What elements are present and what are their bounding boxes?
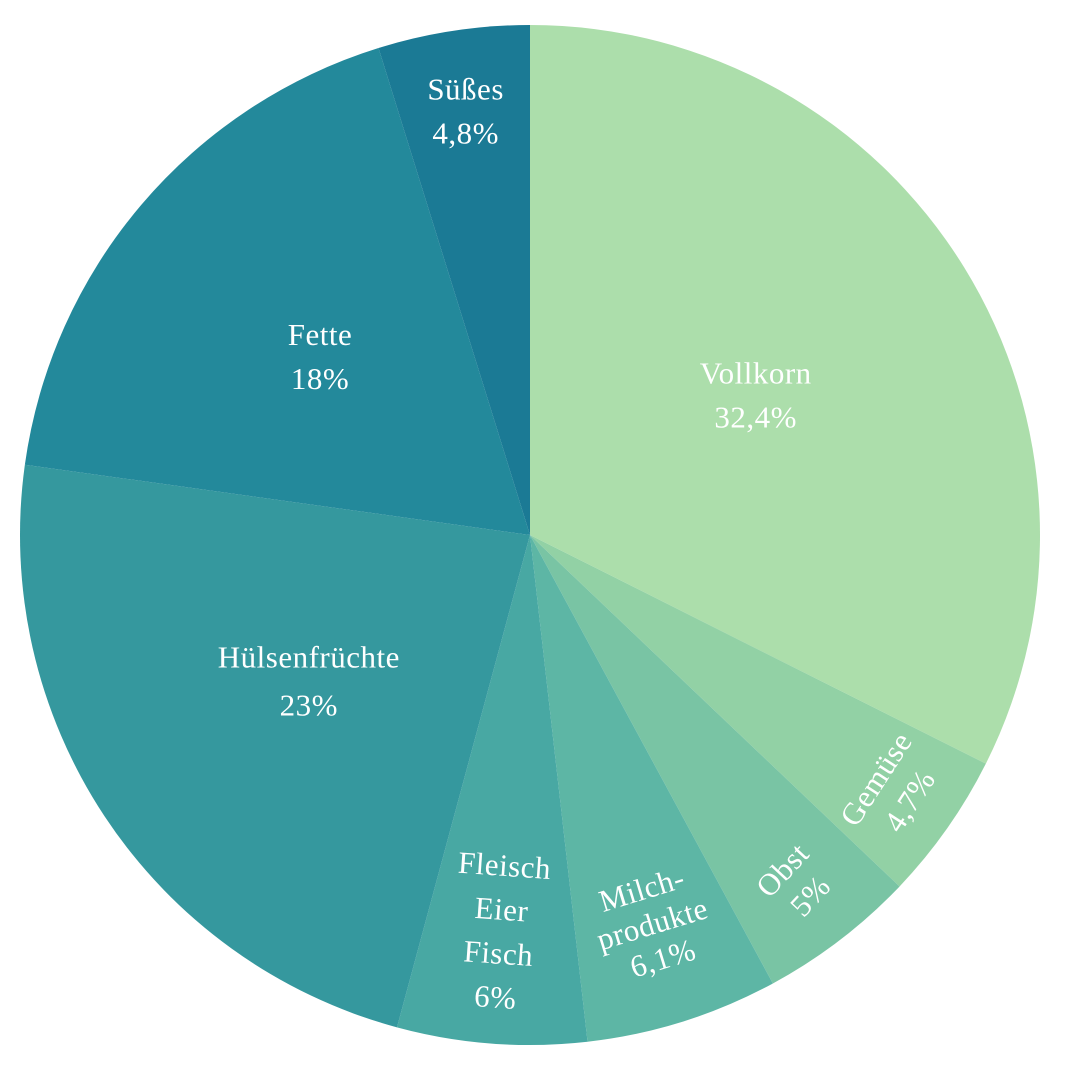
pie-slice-obst [530,535,900,984]
pie-label-value: 23% [280,687,338,722]
pie-slice-milchprodukte [530,535,773,1042]
pie-label-name: Fleisch [457,845,552,886]
pie-slice-huelsenfruechte [19,464,530,1028]
pie-slice-fette [24,48,530,536]
pie-label-name: Hülsenfrüchte [218,639,400,674]
pie-slice-fleisch-eier-fisch [396,535,588,1046]
pie-slice-suesses [378,24,530,535]
pie-label-value: 18% [291,361,349,396]
pie-label-name: Eier [474,890,530,929]
pie-label-value: 4,8% [432,116,499,151]
pie-label-suesses: Süßes 4,8% [427,72,504,151]
pie-label-name: Fisch [463,933,535,973]
pie-label-fleisch-eier-fisch: Fleisch Eier Fisch 6% [448,845,552,1018]
pie-label-vollkorn: Vollkorn 32,4% [700,356,812,435]
pie-label-value: 32,4% [714,400,797,435]
pie-label-name: Vollkorn [700,356,812,391]
pie-label-fette: Fette 18% [288,317,353,396]
pie-label-huelsenfruechte: Hülsenfrüchte 23% [218,639,400,722]
pie-label-name: Süßes [427,72,504,107]
pie-slice-vollkorn [530,25,1040,764]
pie-label-value: 6% [473,978,518,1016]
pie-slices [19,24,1040,1046]
pie-label-name: Fette [288,317,353,352]
pie-slice-gemuese [530,535,986,887]
